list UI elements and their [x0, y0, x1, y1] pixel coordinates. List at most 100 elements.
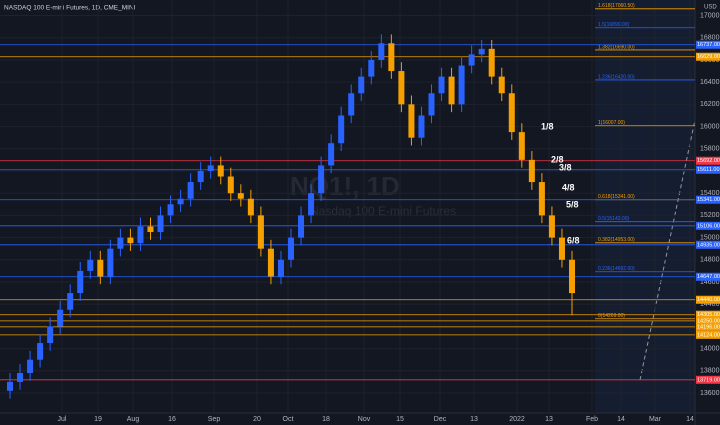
octave-label: 1/8 — [541, 121, 554, 131]
y-tick-label: 16800.00 — [700, 35, 720, 42]
candle-body — [408, 104, 415, 138]
fib-label: 0.382(14953.00) — [598, 237, 635, 243]
candle-body — [298, 215, 305, 238]
x-tick-label: 16 — [168, 416, 176, 423]
fib-zone — [595, 0, 695, 413]
candle-body — [548, 215, 555, 238]
candle-body — [87, 259, 94, 271]
candle-body — [157, 215, 164, 233]
price-label: 16737.00 — [697, 42, 720, 48]
y-tick-label: 14000.00 — [700, 345, 720, 352]
x-tick-label: 20 — [253, 416, 261, 423]
candle-body — [558, 237, 565, 260]
price-label-box — [696, 40, 720, 49]
price-label-box — [696, 240, 720, 249]
candle-body — [518, 132, 525, 160]
x-tick-label: 14 — [617, 416, 625, 423]
y-tick-label: 16400.00 — [700, 79, 720, 86]
candle-body — [47, 326, 54, 344]
price-label-box — [696, 272, 720, 281]
y-tick-label: 13800.00 — [700, 368, 720, 375]
price-label: 14647.00 — [697, 274, 720, 280]
candle-body — [538, 182, 545, 216]
octave-label: 2/8 — [551, 154, 564, 164]
candle-body — [27, 359, 34, 374]
y-tick-label: 14600.00 — [700, 279, 720, 286]
price-label: 16629.00 — [697, 54, 720, 60]
price-label: 15341.00 — [697, 197, 720, 203]
candle-body — [227, 176, 234, 194]
x-tick-label: Dec — [434, 416, 447, 423]
fib-label: 1.236(16420.00) — [598, 74, 635, 80]
price-label-box — [696, 195, 720, 204]
candle-body — [257, 215, 264, 249]
price-label: 14305.00 — [697, 312, 720, 318]
price-label-box — [696, 330, 720, 339]
candle-body — [137, 226, 144, 244]
candle-body — [368, 59, 375, 77]
y-tick-label: 13600.00 — [700, 390, 720, 397]
candle-body — [6, 381, 14, 391]
candle-body — [17, 373, 24, 382]
octave-label: 6/8 — [567, 235, 580, 245]
price-label: 14196.00 — [697, 324, 720, 330]
fib-label: 0.618(15341.00) — [598, 194, 635, 200]
candle-body — [448, 76, 455, 105]
x-tick-label: 15 — [396, 416, 404, 423]
candle-body — [568, 259, 576, 294]
x-tick-label: 13 — [470, 416, 478, 423]
projection-line — [639, 119, 696, 381]
x-tick-label: 13 — [545, 416, 553, 423]
candle-body — [287, 237, 295, 260]
candle-body — [117, 237, 124, 249]
candle-body — [197, 170, 204, 183]
y-tick-label: 15800.00 — [700, 146, 720, 153]
currency: USD — [704, 5, 717, 11]
x-tick-label: Nov — [358, 416, 371, 423]
candle-body — [468, 54, 475, 66]
y-tick-label: 14400.00 — [700, 301, 720, 308]
x-tick-label: 2022 — [509, 416, 525, 423]
y-tick-label: 17000.00 — [700, 12, 720, 19]
fib-label: 1.382(16690.00) — [598, 44, 635, 50]
price-label-box — [696, 156, 720, 165]
candle-body — [418, 115, 425, 138]
candle-body — [237, 193, 244, 199]
price-label-box — [696, 52, 720, 61]
y-tick-label: 16200.00 — [700, 101, 720, 108]
x-tick-label: Sep — [208, 416, 221, 423]
fib-label: 1(16007.00) — [598, 120, 625, 126]
watermark-subtitle: Nasdaq 100 E-mini Futures — [310, 204, 456, 218]
candle-body — [217, 165, 224, 177]
y-tick-label: 14800.00 — [700, 257, 720, 264]
candle-body — [127, 237, 134, 244]
price-label: 15106.00 — [697, 223, 720, 229]
price-label-box — [696, 316, 720, 325]
candle-body — [308, 193, 315, 216]
candle-body — [508, 93, 515, 133]
price-label: 13719.00 — [697, 377, 720, 383]
candle-body — [67, 293, 74, 310]
x-tick-label: Feb — [586, 416, 598, 423]
candle-body — [318, 165, 325, 194]
fib-label: 1.618(17060.50) — [598, 3, 635, 9]
candle-body — [378, 43, 385, 60]
candle-body — [328, 143, 335, 166]
candle-body — [77, 270, 84, 294]
price-label-box — [696, 295, 720, 304]
x-tick-label: Mar — [649, 416, 662, 423]
candle-body — [267, 248, 274, 277]
candle-body — [177, 198, 184, 205]
price-label-box — [696, 221, 720, 230]
candle-body — [488, 48, 495, 77]
candle-body — [388, 43, 395, 72]
candle-body — [428, 93, 435, 116]
x-tick-label: Aug — [127, 416, 140, 423]
octave-label: 4/8 — [562, 182, 575, 192]
candle-body — [358, 76, 365, 94]
price-label: 14124.00 — [697, 332, 720, 338]
